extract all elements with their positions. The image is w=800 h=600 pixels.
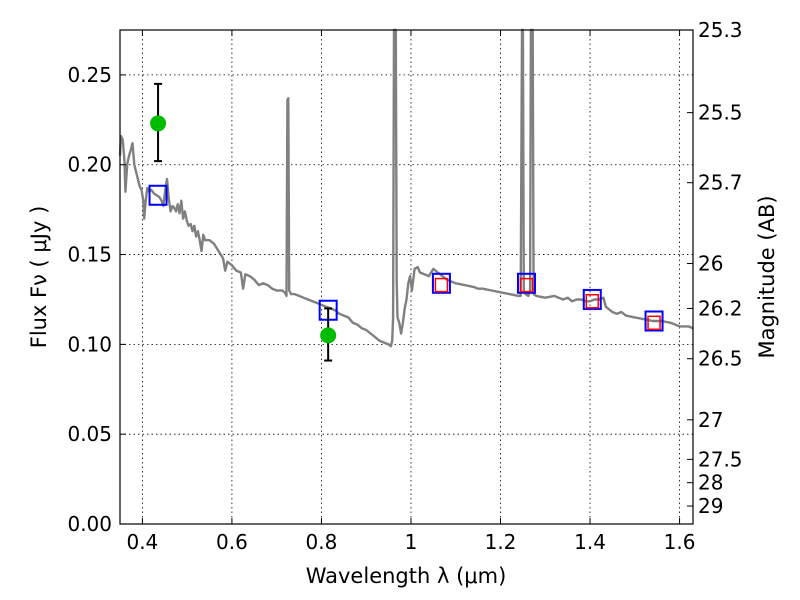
y-tick-label: 0.10 xyxy=(67,332,112,356)
y-tick-label: 0.20 xyxy=(67,153,112,177)
grid xyxy=(120,30,693,525)
right-tick-label: 26.2 xyxy=(698,296,743,320)
right-tick-label: 26 xyxy=(698,252,723,276)
right-tick-label: 29 xyxy=(698,494,723,518)
model-spectrum-line xyxy=(118,28,694,348)
right-tick-label: 25.7 xyxy=(698,171,743,195)
x-tick-label: 1.6 xyxy=(664,530,696,554)
model-photometry-point xyxy=(148,184,168,206)
x-tick-label: 0.6 xyxy=(216,530,248,554)
right-tick-label: 28 xyxy=(698,471,723,495)
x-tick-label: 1.4 xyxy=(574,530,606,554)
ticks-layer: 0.4 0.6 0.8 1 1.2 1.4 1.6 0.00 0.05 0.10 0.15 0.20 0… xyxy=(67,18,742,554)
y-tick-label: 0.15 xyxy=(67,243,112,267)
model-photometry-point xyxy=(431,272,451,294)
detection-point xyxy=(150,115,167,132)
x-tick-label: 1 xyxy=(405,530,418,554)
x-tick-label: 0.4 xyxy=(126,530,158,554)
x-axis-title: Wavelength λ (μm) xyxy=(306,564,507,588)
x-tick-label: 0.8 xyxy=(306,530,338,554)
markers-layer xyxy=(148,82,664,362)
right-tick-label: 26.5 xyxy=(698,347,743,371)
observed-photometry-point xyxy=(434,277,449,293)
y-tick-label: 0.05 xyxy=(67,422,112,446)
model-photometry-point xyxy=(644,310,664,332)
right-tick-label: 27.5 xyxy=(698,447,743,471)
observed-photometry-point xyxy=(647,315,661,331)
model-photometry-point xyxy=(516,272,536,294)
right-tick-label: 25.3 xyxy=(698,18,743,42)
right-tick-label: 25.5 xyxy=(698,101,743,125)
spectrum-layer xyxy=(118,28,694,348)
y-axis-title-right: Magnitude (AB) xyxy=(755,195,779,358)
model-photometry-point xyxy=(582,288,602,310)
y-tick-label: 0.00 xyxy=(67,512,112,536)
plot-frame xyxy=(119,29,694,525)
observed-photometry-point xyxy=(519,277,534,293)
y-tick-label: 0.25 xyxy=(67,63,112,87)
detection-point xyxy=(320,327,337,344)
x-tick-label: 1.2 xyxy=(485,530,517,554)
y-axis-title: Flux Fν ( μJy ) xyxy=(27,206,51,349)
right-tick-label: 27 xyxy=(698,408,723,432)
observed-photometry-point xyxy=(585,294,600,309)
